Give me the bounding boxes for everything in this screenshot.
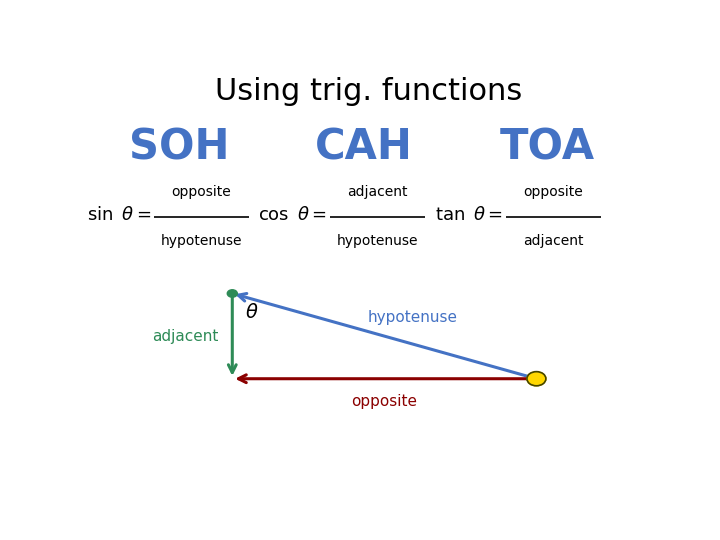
Text: adjacent: adjacent bbox=[152, 329, 218, 343]
Text: opposite: opposite bbox=[523, 185, 583, 199]
Text: Using trig. functions: Using trig. functions bbox=[215, 77, 523, 106]
Text: hypotenuse: hypotenuse bbox=[337, 234, 418, 248]
Text: hypotenuse: hypotenuse bbox=[367, 310, 457, 325]
Text: SOH: SOH bbox=[129, 127, 230, 169]
Text: opposite: opposite bbox=[172, 185, 231, 199]
Circle shape bbox=[228, 290, 238, 297]
Text: hypotenuse: hypotenuse bbox=[161, 234, 243, 248]
Text: $\theta$: $\theta$ bbox=[245, 303, 258, 322]
Text: $\tan\ \theta =$: $\tan\ \theta =$ bbox=[435, 206, 503, 224]
Circle shape bbox=[527, 372, 546, 386]
Text: $\sin\ \theta =$: $\sin\ \theta =$ bbox=[87, 206, 151, 224]
Text: adjacent: adjacent bbox=[523, 234, 583, 248]
Text: opposite: opposite bbox=[351, 394, 418, 409]
Text: CAH: CAH bbox=[315, 127, 413, 169]
Text: adjacent: adjacent bbox=[347, 185, 408, 199]
Text: TOA: TOA bbox=[500, 127, 595, 169]
Text: $\cos\ \theta =$: $\cos\ \theta =$ bbox=[258, 206, 327, 224]
